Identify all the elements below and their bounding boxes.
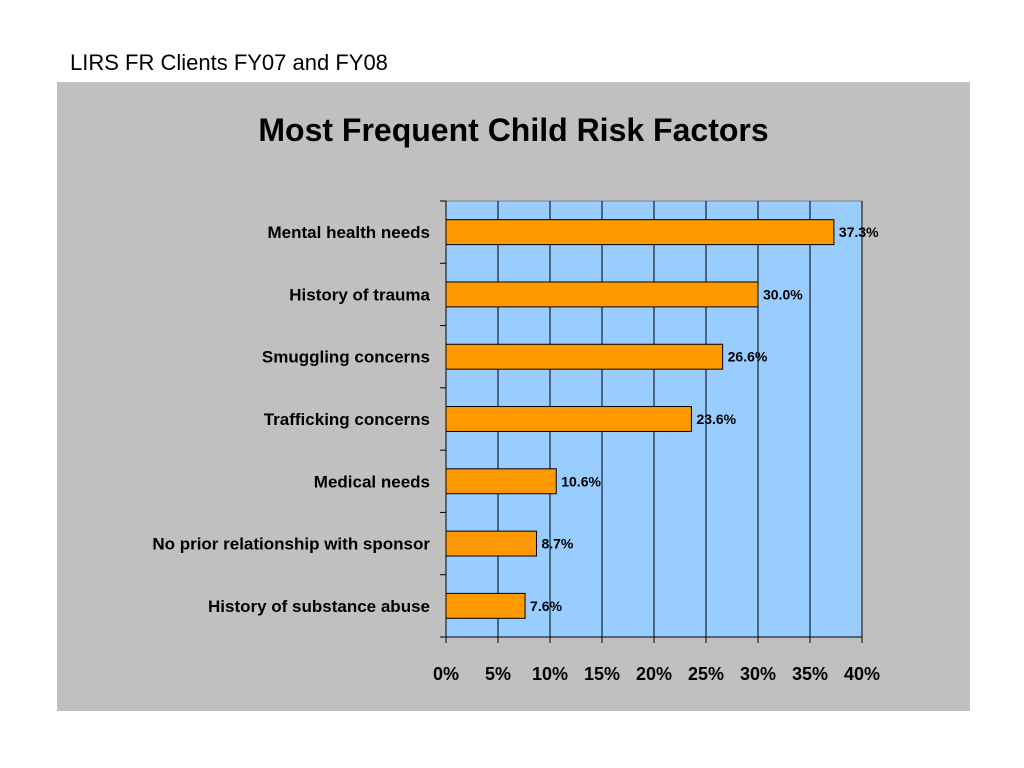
value-label: 26.6%: [728, 349, 768, 365]
bar: [445, 592, 526, 619]
chart-panel: Most Frequent Child Risk Factors 0% 5% 10%…: [57, 82, 970, 711]
value-label: 10.6%: [561, 473, 601, 489]
x-tick-label: 5%: [485, 664, 511, 684]
x-tick-label: 10%: [532, 664, 568, 684]
x-tick-label: 25%: [688, 664, 724, 684]
slide-heading: LIRS FR Clients FY07 and FY08: [70, 50, 388, 75]
category-label: Smuggling concerns: [262, 348, 430, 367]
value-label: 7.6%: [530, 598, 562, 614]
category-label: No prior relationship with sponsor: [152, 535, 430, 554]
category-label: Mental health needs: [268, 223, 430, 242]
value-label: 8.7%: [541, 536, 573, 552]
bar: [445, 343, 724, 370]
x-tick-label: 15%: [584, 664, 620, 684]
bar: [445, 406, 692, 432]
x-tick-label: 0%: [433, 664, 459, 684]
value-label: 30.0%: [763, 286, 803, 302]
category-label: History of substance abuse: [208, 597, 430, 616]
category-label: History of trauma: [289, 285, 430, 304]
bar: [445, 468, 557, 495]
category-label: Trafficking concerns: [264, 410, 430, 429]
bar: [445, 530, 537, 557]
bar: [445, 219, 835, 246]
bar: [445, 281, 759, 308]
bar-chart: 0% 5% 10% 15% 20% 25% 30% 35% 40% Mental health n…: [152, 200, 880, 684]
value-label: 37.3%: [839, 224, 879, 240]
category-label: Medical needs: [314, 472, 430, 491]
x-tick-label: 35%: [792, 664, 828, 684]
x-tick-label: 40%: [844, 664, 880, 684]
chart-title: Most Frequent Child Risk Factors: [258, 112, 769, 148]
x-tick-label: 20%: [636, 664, 672, 684]
value-label: 23.6%: [696, 411, 736, 427]
x-tick-label: 30%: [740, 664, 776, 684]
